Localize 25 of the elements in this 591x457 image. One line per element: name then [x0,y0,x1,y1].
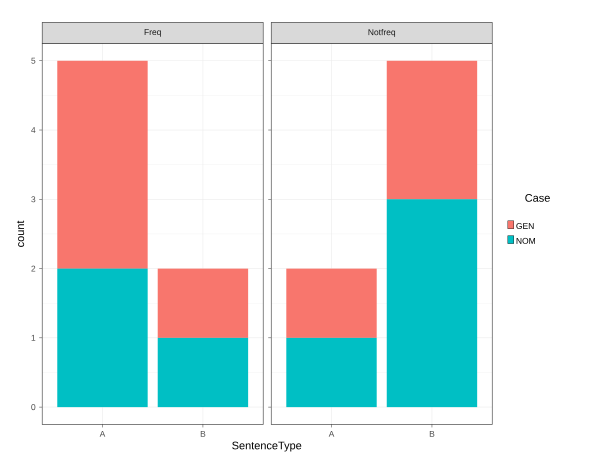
chart-title: Notfreq [368,28,396,37]
x-axis-title: SentenceType [232,442,302,452]
x-tick-label: A [100,430,106,437]
legend-title: Case [525,194,550,202]
x-tick-label: B [430,430,434,437]
x-tick-label: B [200,430,206,437]
y-tick-label: 5 [31,58,36,64]
x-tick-label: A [328,430,334,437]
bar [57,268,148,408]
bar [286,338,377,408]
y-tick-label: 2 [31,266,36,272]
y-tick-label: 4 [31,127,36,133]
legend-label: NOM [516,238,536,244]
bar [286,268,377,338]
y-tick-label: 3 [31,196,36,202]
bar [158,268,248,338]
bar [386,60,478,200]
bar [57,60,148,269]
y-tick-label: 1 [32,334,36,341]
bar [386,199,478,408]
legend-label: GEN [516,223,534,230]
bar [158,338,248,408]
y-axis-title: count [16,220,24,247]
y-tick-label: 0 [31,404,36,410]
chart-title: Freq [144,29,161,37]
